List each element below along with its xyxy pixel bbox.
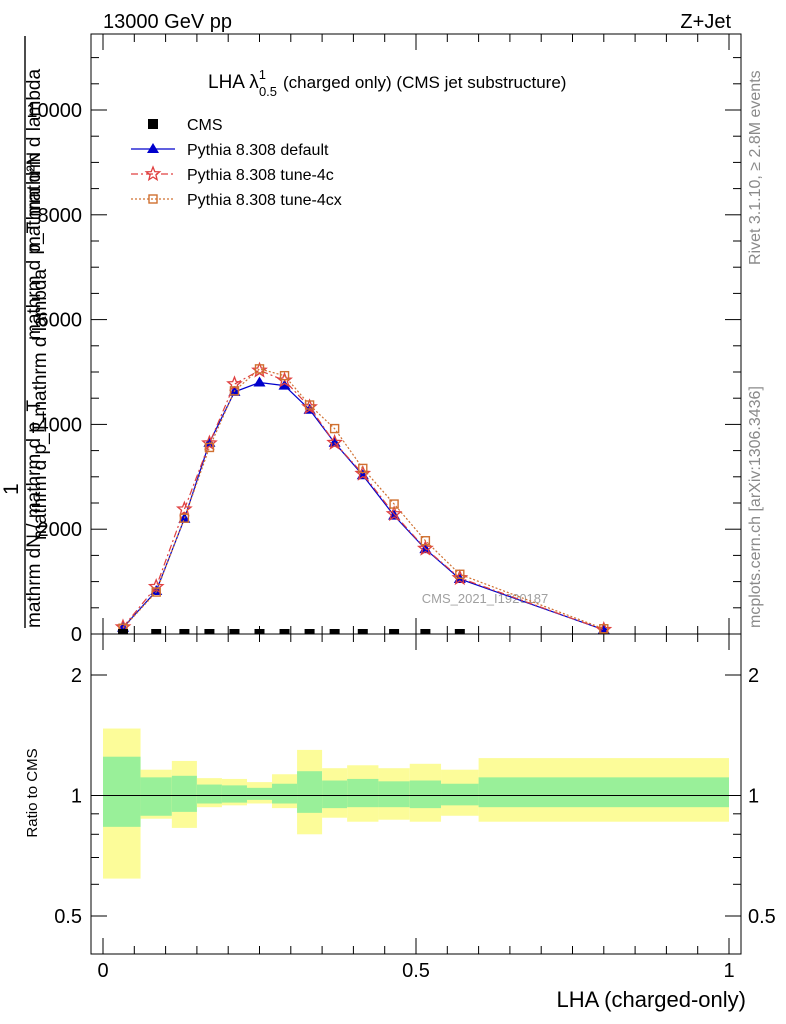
data-point [253,376,266,387]
main-y-tick-label: 6000 [38,310,83,332]
ratio-plot-panel: 0.5 0.51 12 2 Ratio to CMS 0 0.5 1 LHA (charg… [24,633,776,1012]
legend-label: Pythia 8.308 default [187,142,329,159]
data-point [389,499,399,509]
data-point [279,370,290,381]
main-y-tick-label: 8000 [38,205,83,227]
ratio-inner-band [322,780,348,809]
header-process: Z+Jet [680,11,731,33]
data-point [420,536,431,546]
x-tick-label: 0 [97,960,108,982]
legend-marker [147,143,159,153]
x-tick-label: 0.5 [402,960,430,982]
ratio-plot-frame [90,633,742,955]
x-tick-label: 1 [723,960,734,982]
legend-marker [148,119,158,129]
ratio-inner-band [221,785,247,803]
data-point [354,464,372,481]
ylabel-denominator: mathrm dN / mathrm d p_T [24,400,45,628]
legend-marker [144,165,162,182]
analysis-watermark: CMS_2021_I1920187 [422,591,549,606]
data-point [179,513,190,523]
data-point [326,433,343,450]
ratio-y-tick-labels: 0.5 0.5 1 1 2 2 [54,665,776,928]
data-point [175,500,193,517]
ratio-y-axis-label: Ratio to CMS [24,748,41,837]
plot-title: LHA λ1 0.5 (charged only) (CMS jet substru… [208,67,566,99]
ratio-inner-band [297,771,323,813]
ratio-inner-band [441,783,479,806]
series-pythia-8-308-tune-4c [114,361,613,637]
main-y-tick-label: 2000 [38,519,83,541]
main-y-tick-label: 4000 [38,414,83,436]
ylabel-frac-bottom: mathrm d p_T mathrm d lambda [24,69,45,340]
ratio-inner-band [103,756,141,827]
ylabel-frac-top: mathrm d²N [24,152,45,252]
ratio-y-tick-label-left: 1 [71,786,82,808]
legend-label: Pythia 8.308 tune-4c [187,167,334,184]
main-y-tick-label: 0 [71,624,82,646]
main-y-tick-labels: 0 2000 4000 6000 8000 10000 [26,100,82,646]
data-point [451,569,469,586]
ylabel-overlay-a: mathrm d p_T mathrm d lambda [30,269,51,540]
data-point [301,398,318,415]
ratio-y-tick-label-right: 2 [748,665,759,687]
main-y-axis-label: mathrm d²N mathrm d p_T mathrm d lambda … [0,36,51,628]
series-line [122,369,605,631]
data-point [278,379,291,390]
main-y-tick-label: 10000 [26,100,82,122]
rivet-version-label: Rivet 3.1.10, ≥ 2.8M events [747,70,764,265]
ratio-y-tick-label-left: 2 [71,665,82,687]
data-point [204,442,215,453]
ratio-y-tick-label-right: 0.5 [748,906,776,928]
data-point [304,400,315,410]
ylabel-numerator: 1 [0,483,23,495]
legend-label: Pythia 8.308 tune-4cx [187,192,342,209]
data-point [455,569,465,579]
ratio-bands [103,728,729,879]
ratio-inner-band [171,775,197,812]
data-point [254,364,265,374]
legend-label: CMS [187,117,223,134]
data-point [147,578,165,594]
ratio-inner-band [140,777,172,816]
data-point [599,624,609,634]
legend-marker [148,194,158,204]
ratio-y-tick-label-left: 0.5 [54,906,82,928]
main-plot-background [91,34,741,634]
ratio-inner-band [347,778,379,808]
data-point [229,386,240,396]
ratio-axis-ticks [91,634,741,954]
ratio-inner-band [246,787,273,800]
main-axis-ticks [91,34,741,635]
data-point [385,505,403,522]
ratio-inner-band [272,783,298,804]
ratio-inner-band [196,784,222,804]
data-point [329,423,340,434]
mcplots-label: mcplots.cern.ch [arXiv:1306.3436] [747,386,764,628]
ratio-inner-band [409,780,442,809]
data-point [358,463,368,474]
header-energy: 13000 GeV pp [103,11,232,33]
x-axis-label: LHA (charged-only) [556,987,746,1012]
series-line [122,368,605,630]
ratio-y-tick-label-right: 1 [748,786,759,808]
data-point [276,371,293,388]
x-tick-labels: 0 0.5 1 [97,960,734,982]
ratio-inner-band [478,777,729,808]
ratio-inner-band [378,781,410,808]
data-point [151,587,161,597]
main-plot-panel: 0 2000 4000 6000 8000 10000 CMS_2021_I1920187… [26,33,742,646]
legend: CMS Pythia 8.308 default Pythia 8.308 tune… [131,117,342,209]
